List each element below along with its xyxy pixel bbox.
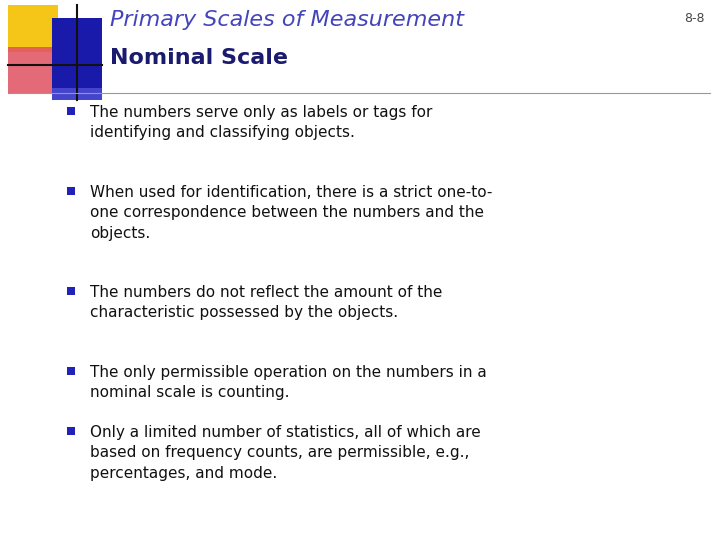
Text: The numbers serve only as labels or tags for
identifying and classifying objects: The numbers serve only as labels or tags… xyxy=(90,105,433,140)
Text: When used for identification, there is a strict one-to-
one correspondence betwe: When used for identification, there is a… xyxy=(90,185,492,241)
Bar xyxy=(67,367,75,375)
Text: The numbers do not reflect the amount of the
characteristic possessed by the obj: The numbers do not reflect the amount of… xyxy=(90,285,442,320)
Text: Nominal Scale: Nominal Scale xyxy=(110,48,288,68)
Bar xyxy=(67,107,75,115)
Bar xyxy=(67,287,75,295)
Bar xyxy=(8,5,58,52)
Bar xyxy=(52,88,102,100)
Bar xyxy=(52,18,102,93)
Text: The only permissible operation on the numbers in a
nominal scale is counting.: The only permissible operation on the nu… xyxy=(90,365,487,400)
Text: Primary Scales of Measurement: Primary Scales of Measurement xyxy=(110,10,464,30)
Text: 8-8: 8-8 xyxy=(685,12,705,25)
Text: Only a limited number of statistics, all of which are
based on frequency counts,: Only a limited number of statistics, all… xyxy=(90,425,481,481)
Bar xyxy=(8,47,58,94)
Bar xyxy=(67,427,75,435)
Bar xyxy=(67,187,75,195)
